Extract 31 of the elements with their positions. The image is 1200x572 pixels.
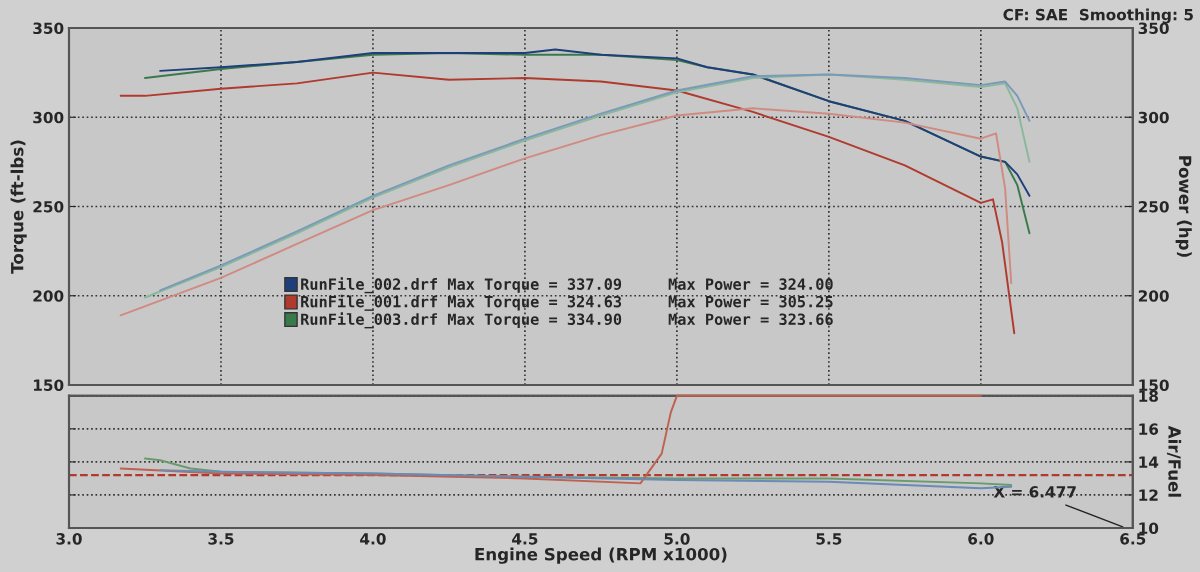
y-tick-label: 150: [33, 379, 64, 391]
x-tick-label: 6.0: [968, 533, 994, 545]
y2-tick-label: 350: [1138, 22, 1169, 35]
y2-tick-label: 250: [1138, 200, 1169, 213]
text: CF: SAE Smoothing: 5: [1003, 8, 1193, 24]
y-tick-label: 300: [33, 111, 64, 124]
x-tick-label: 3.5: [208, 533, 234, 545]
y2-tick-label: 12: [1139, 489, 1158, 501]
x-tick-label: 6.5: [1120, 533, 1146, 545]
y-tick-label: 250: [33, 200, 64, 213]
y2-tick-label: 300: [1138, 111, 1169, 124]
y2-axis-title: Power (hp): [1175, 156, 1192, 257]
y2-tick-label: 14: [1139, 456, 1159, 468]
x-tick-label: 3.0: [56, 533, 82, 545]
y2-tick-label: 18: [1139, 390, 1158, 402]
y-tick-label: 200: [33, 290, 64, 302]
y2-tick-label: 10: [1139, 522, 1159, 534]
x-tick-label: 5.5: [816, 533, 842, 545]
y-axis-title: Torque (ft-lbs): [10, 140, 27, 274]
y2-tick-label: 150: [1139, 379, 1169, 391]
x-tick-label: 4.0: [360, 533, 386, 545]
y-tick-label: 350: [33, 22, 64, 35]
legend-label: RunFile_001.drf Max Torque = 324.63 Max Power = 305.25: [301, 294, 833, 311]
x-axis-title: Engine Speed (RPM x1000): [475, 547, 727, 564]
y2-tick-label: 200: [1138, 290, 1169, 302]
x-tick-label: 5.0: [664, 533, 690, 545]
y2-axis-title: Air/Fuel: [1166, 425, 1182, 497]
legend-label: RunFile_002.drf Max Torque = 337.09 Max Power = 324.00: [301, 277, 833, 294]
y2-tick-label: 16: [1139, 423, 1159, 435]
x-tick-label: 4.5: [512, 533, 538, 545]
legend-label: RunFile_003.drf Max Torque = 334.90 Max Power = 323.66: [301, 312, 833, 329]
